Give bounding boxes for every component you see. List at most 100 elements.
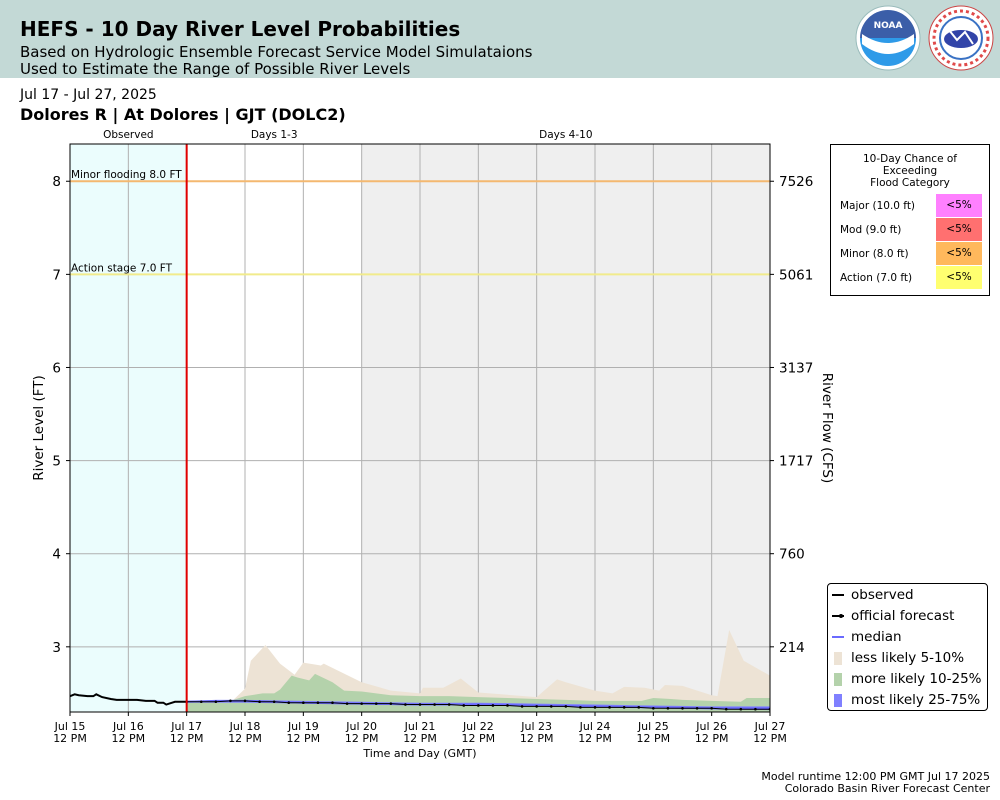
x-tick-label: 12 PM [112,732,146,745]
threshold-label: Minor flooding 8.0 FT [71,169,182,181]
x-tick-label: Jul 25 [637,720,669,733]
legend-line-symbol [832,594,844,596]
y-tick-label: 4 [52,547,61,563]
forecast-point [447,703,451,706]
prob-value-badge: <5% [936,218,982,241]
page-title: HEFS - 10 Day River Level Probabilities [20,17,461,41]
forecast-point [754,707,757,711]
forecast-point [549,705,553,708]
x-tick-label: 12 PM [520,732,554,745]
legend-line-dot-symbol [832,614,844,618]
forecast-point [199,700,203,704]
forecast-point [243,699,247,703]
plot-area [70,630,770,712]
y-tick-label: 3 [52,640,61,656]
prob-row-moderate: Mod (9.0 ft) <5% [840,218,985,242]
y-tick-label: 7 [52,267,61,283]
forecast-point [272,700,276,704]
legend-label: more likely 10-25% [851,671,982,687]
x-tick-label: Jul 26 [695,720,727,733]
x-tick-label: Jul 20 [345,720,377,733]
forecast-point [652,706,655,710]
svg-text:NOAA: NOAA [874,21,903,31]
forecast-point [622,706,626,709]
prob-table-title: 10-Day Chance of Exceeding Flood Categor… [831,153,989,189]
legend-patch-symbol [834,694,842,707]
forecast-point [360,702,363,705]
legend-line-symbol [832,636,844,638]
forecast-point [710,706,713,710]
page-subtitle-line1: Based on Hydrologic Ensemble Forecast Se… [20,43,533,61]
forecast-point [258,700,261,704]
forecast-point [374,702,378,705]
x-tick-label: 12 PM [228,732,262,745]
y2-tick-label: 1717 [779,454,813,470]
region-label: Observed [103,129,154,141]
prob-title-line: Flood Category [870,177,950,189]
legend-label: median [851,629,902,645]
x-tick-label: 12 PM [170,732,204,745]
legend-patch-symbol [834,673,842,686]
region-label: Days 1-3 [251,129,298,141]
forecast-point [681,706,684,710]
legend-patch-symbol [834,652,842,665]
forecast-point [345,702,349,705]
legend-item-most-likely: most likely 25-75% [828,690,986,711]
legend-label: official forecast [851,608,955,624]
x-tick-label: 12 PM [403,732,437,745]
legend-label: observed [851,587,914,603]
forecast-point [724,707,728,711]
legend-label: less likely 5-10% [851,650,965,666]
observed-line [70,693,187,706]
x-tick-label: Jul 21 [404,720,436,733]
page-subtitle-line2: Used to Estimate the Range of Possible R… [20,60,411,78]
prob-value-badge: <5% [936,242,982,265]
prob-title-line: 10-Day Chance of [863,153,957,165]
forecast-point [666,706,670,710]
model-runtime: Model runtime 12:00 PM GMT Jul 17 2025 [761,770,990,783]
forecast-point [564,705,568,708]
x-tick-label: 12 PM [287,732,321,745]
region-background [361,144,770,712]
region-label: Days 4-10 [539,129,592,141]
prob-row-action: Action (7.0 ft) <5% [840,266,985,290]
forecast-point [389,702,393,705]
x-tick-label: Jul 16 [112,720,144,733]
nws-logo [928,5,994,71]
legend-item-median: median [828,627,986,648]
chart-legend: observed official forecast median less l… [827,583,988,711]
x-tick-label: 12 PM [637,732,671,745]
x-tick-label: Jul 15 [54,720,86,733]
y2-tick-label: 214 [779,640,805,656]
legend-item-more-likely: more likely 10-25% [828,669,986,690]
x-tick-label: Jul 23 [520,720,552,733]
prob-value-badge: <5% [936,266,982,289]
station-name: Dolores R | At Dolores | GJT (DOLC2) [20,105,346,124]
forecast-point [491,704,495,707]
forecast-point [404,703,407,706]
prob-row-minor: Minor (8.0 ft) <5% [840,242,985,266]
forecast-point [506,704,509,707]
forecast-point [462,704,466,707]
forecast-point [739,707,743,711]
x-tick-label: Jul 18 [229,720,261,733]
forecast-point [302,701,305,704]
prob-value-badge: <5% [936,194,982,217]
x-tick-label: Jul 17 [170,720,202,733]
forecast-point [316,701,320,704]
y2-tick-label: 5061 [779,267,813,283]
y2-axis-label: River Flow (CFS) [819,373,835,483]
threshold-label: Action stage 7.0 FT [71,262,173,274]
x-tick-label: 12 PM [345,732,379,745]
x-tick-label: 12 PM [462,732,496,745]
flood-probability-table: 10-Day Chance of Exceeding Flood Categor… [830,144,990,296]
y-tick-label: 6 [52,360,61,376]
prob-category-label: Mod (9.0 ft) [840,224,902,236]
legend-item-official-forecast: official forecast [828,606,986,627]
y2-tick-label: 3137 [779,360,813,376]
legend-label: most likely 25-75% [851,692,981,708]
x-tick-label: Jul 22 [462,720,494,733]
x-tick-label: Jul 24 [579,720,611,733]
x-tick-label: Jul 27 [754,720,786,733]
